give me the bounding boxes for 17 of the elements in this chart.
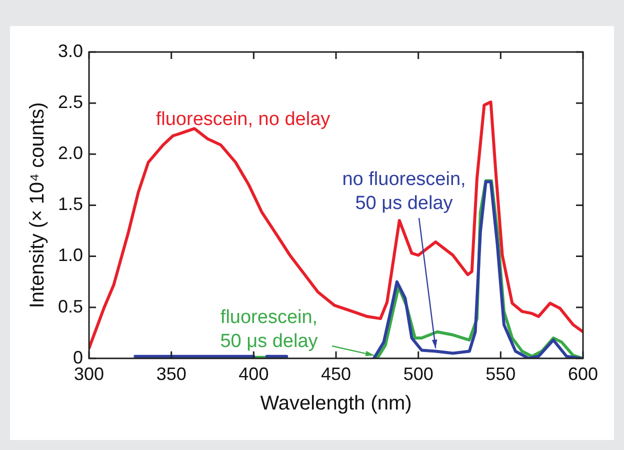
x-tick-label: 400 <box>238 364 269 384</box>
series-label: no fluorescein, 50 μs delay <box>342 169 466 214</box>
x-tick-label: 500 <box>403 364 434 384</box>
series-label: fluorescein, 50 μs delay <box>220 307 318 352</box>
y-tick-label: 3.0 <box>58 40 84 61</box>
x-axis-title: Wavelength (nm) <box>260 392 412 415</box>
x-tick-label: 550 <box>486 364 516 384</box>
series-label: fluorescein, no delay <box>156 109 331 130</box>
x-tick-label: 350 <box>156 364 186 384</box>
y-tick-label: 2.5 <box>58 92 84 112</box>
x-tick-label: 450 <box>320 364 352 384</box>
y-axis-title: Intensity (× 10⁴ counts) <box>26 102 49 308</box>
y-tick-label: 1.5 <box>58 194 84 214</box>
x-tick-label: 600 <box>568 364 598 384</box>
y-tick-label: 0.5 <box>58 296 84 316</box>
y-tick-label: 1.0 <box>58 245 84 266</box>
y-tick-label: 2.0 <box>58 143 84 164</box>
